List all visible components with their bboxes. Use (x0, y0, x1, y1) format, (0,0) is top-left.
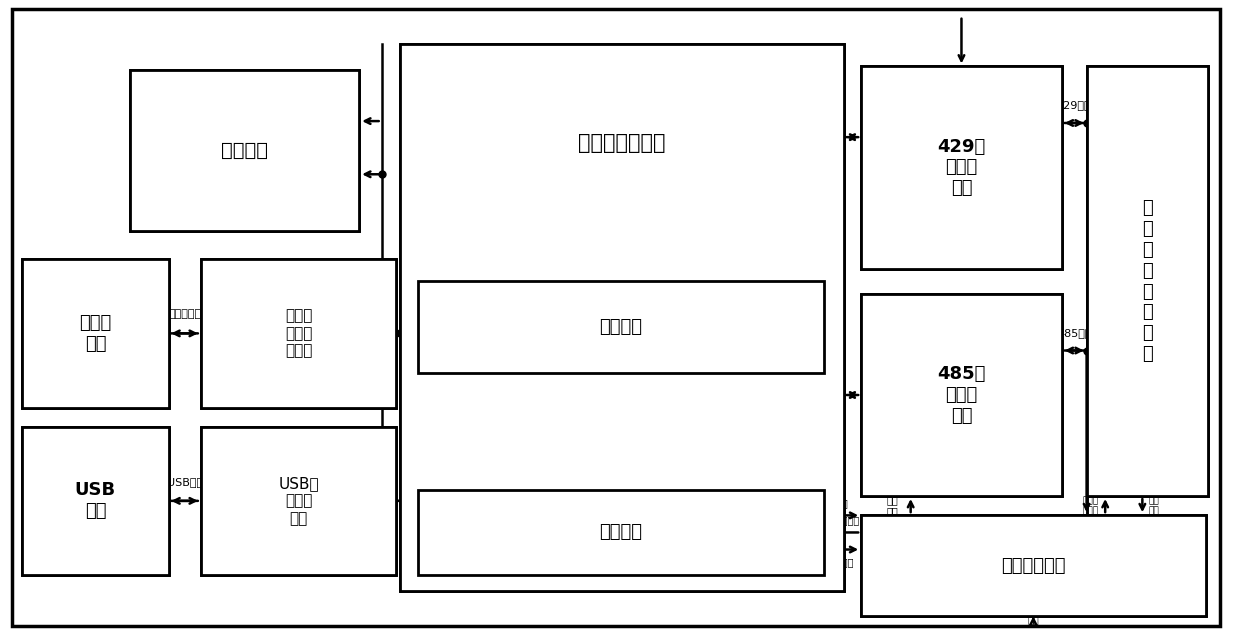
Text: USB接
口电路
模块: USB接 口电路 模块 (279, 476, 318, 526)
Bar (22, 259, 169, 408)
Text: 防护滤波模块: 防护滤波模块 (1001, 557, 1066, 574)
Text: 429信号: 429信号 (1057, 100, 1092, 111)
Text: 485信号: 485信号 (1057, 328, 1092, 338)
Bar (22, 427, 169, 575)
Text: 滤波
防护: 滤波 防护 (886, 495, 898, 516)
Text: 以太网信号: 以太网信号 (169, 310, 201, 319)
Bar (861, 294, 1062, 496)
Bar (861, 66, 1062, 269)
Text: 供电: 供电 (836, 498, 849, 507)
Text: 485数
据转换
模块: 485数 据转换 模块 (937, 365, 986, 425)
Text: 429数
据转换
模块: 429数 据转换 模块 (938, 138, 985, 197)
Text: USB接
口电路
模块: USB接 口电路 模块 (279, 476, 318, 526)
Text: 429数
据转换
模块: 429数 据转换 模块 (938, 138, 985, 197)
Text: 电源
回路: 电源 回路 (1149, 496, 1160, 515)
Bar (1087, 66, 1208, 496)
Bar (861, 294, 1062, 496)
Bar (1087, 66, 1208, 496)
Bar (22, 427, 169, 575)
Text: 滤波
防护: 滤波 防护 (1027, 603, 1040, 624)
Text: USB
接口: USB 接口 (74, 482, 116, 520)
Text: 数据存储: 数据存储 (658, 258, 684, 269)
Bar (201, 259, 396, 408)
Text: 固态硬盘: 固态硬盘 (600, 318, 642, 336)
Bar (861, 515, 1206, 616)
Text: 以太网
接口电
路模块: 以太网 接口电 路模块 (285, 308, 312, 358)
Bar (861, 515, 1206, 616)
Text: 数据提取: 数据提取 (558, 258, 584, 269)
Text: 供电: 供电 (401, 542, 413, 552)
Text: USB
接口: USB 接口 (74, 482, 116, 520)
Text: 以太网
接口: 以太网 接口 (79, 314, 112, 353)
Text: 电源模块: 电源模块 (600, 523, 642, 542)
Bar (130, 70, 359, 231)
Text: 电源输
入信号: 电源输 入信号 (1083, 496, 1099, 515)
Text: 核心处理器模块: 核心处理器模块 (579, 133, 665, 153)
Text: 以太网
接口电
路模块: 以太网 接口电 路模块 (285, 308, 312, 358)
Text: 电源回路: 电源回路 (831, 557, 854, 567)
Text: 485数
据转换
模块: 485数 据转换 模块 (937, 365, 986, 425)
Text: 电源模块: 电源模块 (600, 523, 642, 542)
Bar (418, 490, 824, 575)
Text: 无线模块: 无线模块 (222, 140, 268, 160)
Bar (861, 66, 1062, 269)
Bar (201, 259, 396, 408)
Text: 以太网
接口: 以太网 接口 (79, 314, 112, 353)
Text: 电源输入信号: 电源输入信号 (825, 515, 860, 525)
Text: 固态硬盘: 固态硬盘 (600, 318, 642, 336)
Bar (130, 70, 359, 231)
Bar (201, 427, 396, 575)
Text: USB信号: USB信号 (166, 477, 203, 487)
Text: 外
部
电
源
数
据
接
口: 外 部 电 源 数 据 接 口 (1142, 200, 1152, 363)
Text: 防护滤波模块: 防护滤波模块 (1001, 557, 1066, 574)
Bar (201, 427, 396, 575)
Bar (400, 44, 844, 591)
Text: 无线模块: 无线模块 (222, 140, 268, 160)
Text: 核心处理器模块: 核心处理器模块 (579, 133, 665, 153)
Bar (418, 490, 824, 575)
Bar (418, 281, 824, 373)
Text: 外
部
电
源
数
据
接
口: 外 部 电 源 数 据 接 口 (1142, 200, 1152, 363)
Bar (22, 259, 169, 408)
Bar (400, 44, 844, 591)
Bar (418, 281, 824, 373)
